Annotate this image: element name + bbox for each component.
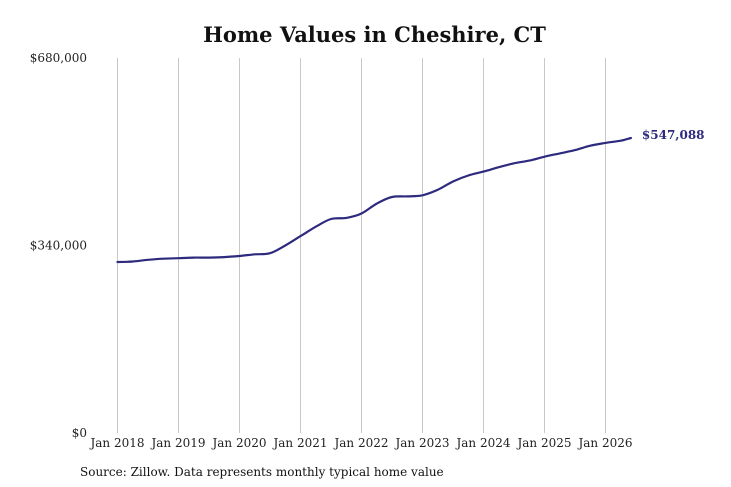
- y-axis-ticks: $0 $340,000 $680,000: [30, 51, 87, 440]
- x-tick-label: Jan 2018: [88, 436, 144, 450]
- y-tick-label: $0: [72, 426, 87, 440]
- series-line: [116, 136, 632, 264]
- gridlines: [117, 58, 606, 433]
- x-tick-label: Jan 2022: [332, 436, 388, 450]
- x-tick-label: Jan 2019: [149, 436, 205, 450]
- x-tick-label: Jan 2021: [271, 436, 327, 450]
- series-layer: $547,088: [116, 128, 705, 264]
- x-axis-ticks: Jan 2018 Jan 2019 Jan 2020 Jan 2021 Jan 2022…: [88, 436, 632, 450]
- chart-title: Home Values in Cheshire, CT: [203, 22, 546, 47]
- x-tick-label: Jan 2026: [576, 436, 632, 450]
- y-tick-label: $340,000: [30, 239, 87, 253]
- x-tick-label: Jan 2025: [515, 436, 571, 450]
- y-tick-label: $680,000: [30, 51, 87, 65]
- x-tick-label: Jan 2023: [393, 436, 449, 450]
- x-tick-label: Jan 2024: [454, 436, 510, 450]
- source-note: Source: Zillow. Data represents monthly …: [80, 465, 444, 479]
- x-tick-label: Jan 2020: [210, 436, 266, 450]
- end-value-label: $547,088: [642, 128, 705, 142]
